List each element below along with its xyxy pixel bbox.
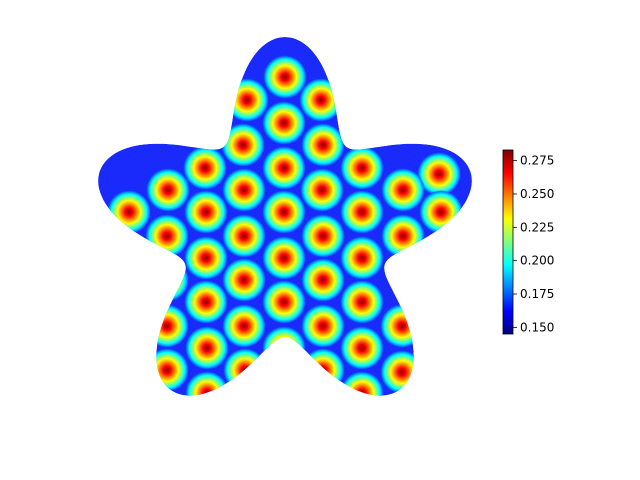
spot-27 (418, 234, 462, 278)
spot-32 (262, 280, 306, 324)
spot-42 (223, 348, 267, 392)
spot-45 (185, 371, 229, 415)
spot-19 (145, 214, 189, 258)
spot-30 (301, 258, 345, 302)
spot-22 (381, 214, 425, 258)
spot-14 (107, 190, 151, 234)
spot-15 (184, 190, 228, 234)
spot-3 (262, 101, 306, 145)
spot-markers (106, 55, 463, 436)
spot-34 (145, 304, 189, 348)
spot-35 (222, 304, 266, 348)
spot-46 (340, 371, 384, 415)
spot-33 (340, 280, 384, 324)
spot-1 (225, 78, 269, 122)
spot-31 (184, 280, 228, 324)
spot-40 (340, 326, 384, 370)
spot-25 (262, 236, 306, 280)
spot-2 (299, 78, 343, 122)
spot-44 (380, 350, 424, 394)
colorbar-tick-label: 0.150 (520, 320, 554, 334)
spot-24 (184, 236, 228, 280)
spot-16 (262, 190, 306, 234)
spot-23 (106, 234, 150, 278)
spot-7 (262, 146, 306, 190)
spot-38 (185, 326, 229, 370)
spot-36 (301, 304, 345, 348)
spot-13 (381, 168, 425, 212)
colorbar-tick-label: 0.275 (520, 154, 554, 168)
spot-47 (379, 392, 423, 436)
spot-11 (222, 168, 266, 212)
spot-18 (419, 190, 463, 234)
colorbar-tick-label: 0.175 (520, 287, 554, 301)
colorbar-ticks: 0.150 0.175 0.200 0.225 0.250 0.275 (513, 154, 554, 335)
spot-10 (146, 168, 190, 212)
spot-8 (340, 146, 384, 190)
colorbar-tick-label: 0.200 (520, 254, 554, 268)
colorbar-gradient (503, 150, 513, 334)
spot-39 (262, 326, 306, 370)
spot-5 (301, 123, 345, 167)
spot-20 (222, 214, 266, 258)
spot-26 (340, 236, 384, 280)
spot-29 (222, 258, 266, 302)
spot-28 (145, 258, 189, 302)
spot-6 (183, 146, 227, 190)
colorbar-tick-label: 0.250 (520, 187, 554, 201)
spot-4 (221, 123, 265, 167)
spot-43 (301, 348, 345, 392)
colorbar: 0.150 0.175 0.200 0.225 0.250 0.275 (503, 150, 554, 334)
spot-41 (145, 348, 189, 392)
spot-37 (380, 304, 424, 348)
spot-17 (340, 190, 384, 234)
spot-21 (301, 214, 345, 258)
colorbar-tick-label: 0.225 (520, 220, 554, 234)
heatmap-field (98, 37, 472, 436)
spot-12 (300, 168, 344, 212)
